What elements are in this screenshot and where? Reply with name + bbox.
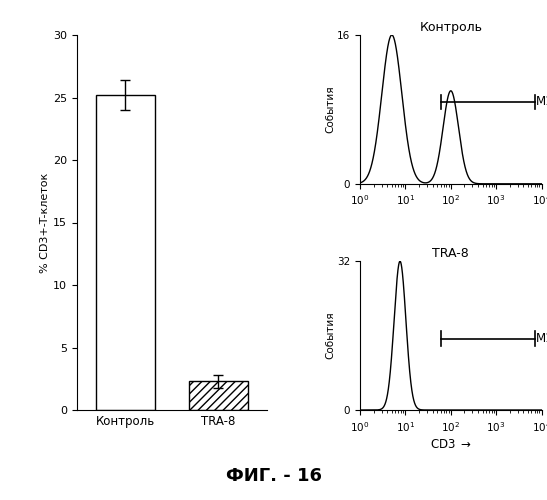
Y-axis label: % CD3+-T-клеток: % CD3+-T-клеток <box>40 172 50 272</box>
Title: TRA-8: TRA-8 <box>433 247 469 260</box>
Y-axis label: События: События <box>325 86 336 133</box>
Text: ФИГ. - 16: ФИГ. - 16 <box>225 467 322 485</box>
Y-axis label: События: События <box>325 312 336 360</box>
Bar <box>96 95 155 410</box>
Text: M1: M1 <box>536 332 547 345</box>
Bar <box>189 381 248 410</box>
Text: M1: M1 <box>536 96 547 108</box>
X-axis label: CD3 $\rightarrow$: CD3 $\rightarrow$ <box>430 438 472 450</box>
Title: Контроль: Контроль <box>420 21 482 34</box>
